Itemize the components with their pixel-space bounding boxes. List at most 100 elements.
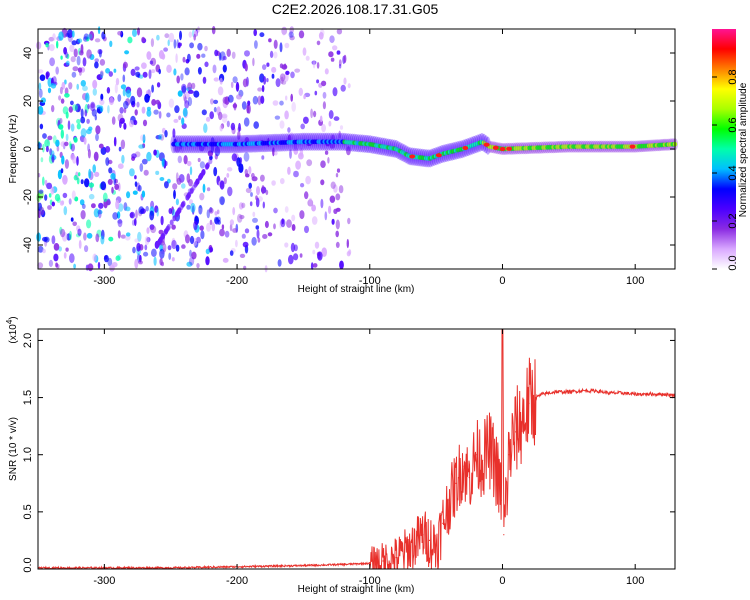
- spectrogram-noise-dot: [168, 32, 175, 43]
- spectrogram-noise-dot: [155, 135, 162, 140]
- spectrogram-noise-dot: [255, 225, 260, 230]
- spectrogram-noise-dot: [86, 219, 92, 229]
- snr-data-point: [395, 557, 397, 559]
- spectrogram-noise-dot: [243, 152, 250, 162]
- spectrogram-noise-dot: [244, 63, 248, 72]
- spectrogram-noise-dot: [214, 146, 221, 157]
- spectrogram-y-tick-label: -40: [22, 237, 34, 253]
- spectrogram-noise-dot: [176, 75, 180, 84]
- spectrogram-noise-dot: [80, 210, 86, 220]
- spectrogram-noise-dot: [166, 112, 171, 118]
- spectrogram-noise-dot: [74, 196, 79, 202]
- spectrogram-noise-dot: [198, 174, 203, 181]
- spectrogram-noise-dot: [157, 238, 162, 245]
- spectrogram-noise-dot: [221, 113, 228, 119]
- spectrogram-noise-dot: [62, 106, 69, 115]
- spectrogram-noise-dot: [108, 236, 114, 242]
- spectrogram-noise-dot: [153, 109, 159, 115]
- spectrogram-noise-dot: [39, 206, 45, 216]
- spectrogram-noise-dot: [178, 42, 182, 47]
- spectrogram-noise-dot: [171, 224, 176, 230]
- spectrogram-noise-dot: [329, 143, 335, 149]
- spectrogram-noise-dot: [186, 173, 191, 184]
- spectrogram-noise-dot: [316, 62, 320, 69]
- spectrogram-noise-dot: [51, 235, 56, 245]
- spectrogram-noise-dot: [117, 113, 124, 123]
- spectrogram-noise-dot: [260, 95, 265, 105]
- spectrogram-noise-dot: [141, 106, 146, 114]
- snr-y-tick-label: 2.0: [22, 333, 34, 348]
- spectrogram-noise-dot: [129, 211, 135, 219]
- spectrogram-noise-dot: [42, 133, 47, 139]
- spectrogram-noise-dot: [199, 192, 205, 201]
- spectrogram-noise-dot: [300, 123, 306, 130]
- spectrogram-noise-dot: [320, 179, 325, 186]
- spectrogram-noise-dot: [329, 35, 335, 43]
- spectrogram-noise-dot: [253, 29, 257, 37]
- spectrogram-noise-dot: [295, 160, 301, 170]
- spectrogram-noise-dot: [171, 257, 175, 262]
- colorbar-tick-label: 0.2: [727, 213, 739, 228]
- spectrogram-noise-dot: [267, 232, 273, 237]
- spectrogram-noise-dot: [335, 219, 340, 230]
- spectrogram-noise-dot: [279, 73, 286, 82]
- spectrogram-noise-dot: [69, 253, 75, 264]
- spectrogram-noise-dot: [330, 57, 335, 62]
- snr-data-point: [661, 393, 663, 395]
- spectrogram-noise-dot: [321, 124, 326, 133]
- spectrogram-noise-dot: [314, 241, 320, 249]
- spectrogram-noise-dot: [38, 88, 43, 99]
- spectrogram-noise-dot: [235, 81, 240, 92]
- spectrogram-noise-dot: [201, 109, 207, 116]
- spectrogram-noise-dot: [97, 26, 101, 35]
- spectrogram-noise-dot: [245, 187, 252, 194]
- snr-data-point: [475, 454, 477, 456]
- snr-data-point: [422, 534, 424, 536]
- spectrogram-noise-dot: [186, 261, 193, 267]
- spectrogram-noise-dot: [191, 251, 197, 260]
- spectrogram-noise-dot: [146, 51, 152, 60]
- spectrogram-noise-dot: [50, 154, 57, 161]
- spectrogram-noise-dot: [80, 108, 84, 119]
- spectrogram-noise-dot: [208, 207, 214, 214]
- colorbar-axis: 0.0 0.2 0.4 0.6 0.8: [712, 69, 739, 271]
- spectrogram-noise-dot: [93, 253, 97, 262]
- spectrogram-noise-dot: [84, 178, 90, 188]
- spectrogram-noise-dot: [321, 80, 327, 87]
- spectrogram-noise-dot: [42, 248, 46, 254]
- spectrogram-noise-dot: [141, 62, 147, 69]
- spectrogram-noise-dot: [103, 254, 109, 263]
- spectrogram-noise-dot: [158, 68, 161, 75]
- spectrogram-noise-dot: [302, 47, 307, 56]
- spectrogram-noise-dot: [322, 101, 326, 110]
- spectrogram-noise-dot: [127, 36, 133, 44]
- spectrogram-noise-dot: [268, 38, 272, 43]
- spectrogram-noise-dot: [184, 100, 190, 109]
- spectrogram-noise-dot: [256, 186, 260, 196]
- spectrogram-noise-dot: [346, 146, 351, 156]
- spectrogram-noise-dot: [76, 83, 79, 90]
- spectrogram-noise-dot: [311, 216, 318, 225]
- spectrogram-noise-dot: [64, 79, 67, 85]
- spectrogram-noise-dot: [335, 230, 340, 238]
- spectrogram-noise-dot: [100, 181, 107, 191]
- spectrogram-noise-dot: [193, 220, 198, 231]
- spectrogram-noise-dot: [141, 158, 148, 165]
- spectrogram-noise-dot: [113, 136, 117, 147]
- spectrogram-noise-dot: [94, 61, 99, 69]
- spectrogram-peak-point: [506, 146, 513, 151]
- spectrogram-noise-dot: [236, 94, 242, 100]
- spectrogram-noise-dot: [339, 260, 344, 270]
- spectrogram-noise-dot: [94, 38, 101, 43]
- snr-x-tick-label: 100: [626, 575, 644, 587]
- spectrogram-noise-dot: [101, 31, 106, 40]
- spectrogram-noise-dot: [333, 116, 340, 121]
- spectrogram-noise-dot: [232, 207, 236, 216]
- spectrogram-noise-dot: [73, 263, 76, 269]
- spectrogram-noise-dot: [70, 123, 75, 132]
- snr-data-point: [515, 431, 517, 433]
- spectrogram-noise-dot: [87, 148, 91, 159]
- spectrogram-noise-dot: [86, 49, 92, 59]
- spectrogram-noise-dot: [175, 244, 180, 252]
- snr-y-label: SNR (10 * v/v): [8, 417, 19, 481]
